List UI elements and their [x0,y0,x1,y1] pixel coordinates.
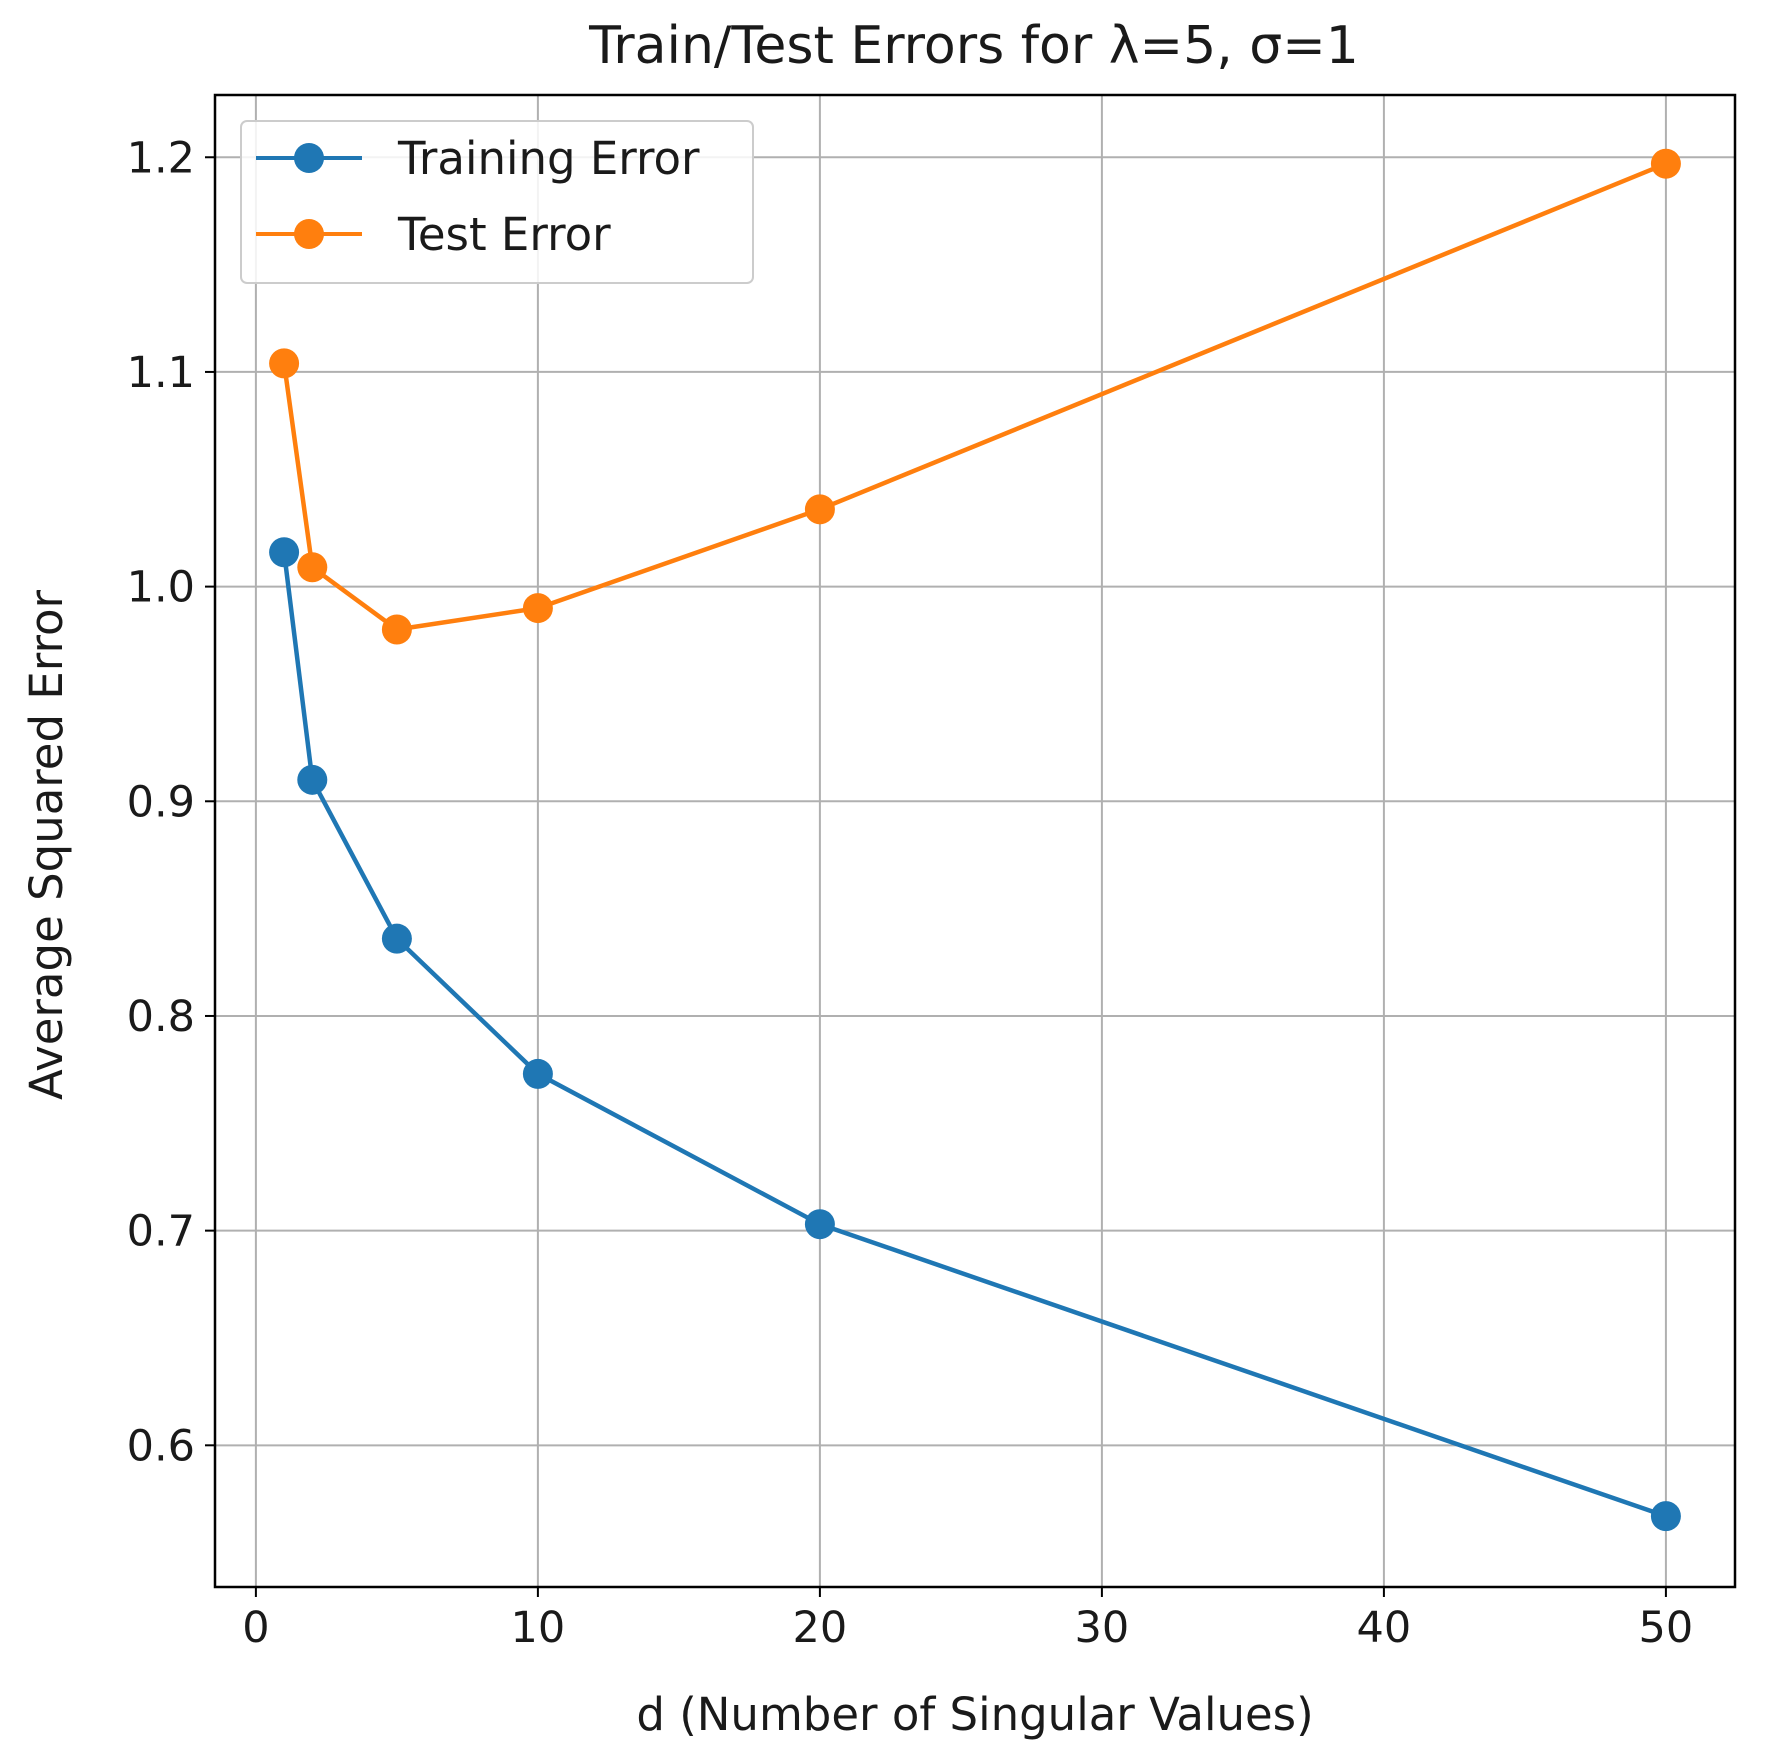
series-test-error [269,148,1681,645]
y-axis-label: Average Squared Error [20,589,73,1100]
legend-marker-training [294,143,324,173]
series-line-training-error [281,552,1667,1519]
y-tick-label: 0.9 [127,777,195,827]
x-tick-label: 10 [511,1603,566,1653]
data-point-training-error [1650,1501,1681,1532]
legend-label-training: Training Error [397,132,700,185]
data-point-test-error [269,348,300,379]
series-layer [269,148,1681,1532]
x-axis-ticks: 0 10 20 30 40 50 [242,1587,1693,1653]
data-point-test-error [297,552,328,583]
y-tick-label: 0.6 [127,1421,195,1471]
y-tick-label: 0.8 [127,992,195,1042]
legend-box [240,120,754,284]
data-point-test-error [804,494,835,525]
data-point-training-error [381,923,412,954]
data-point-training-error [297,764,328,795]
y-tick-label: 0.7 [127,1207,195,1257]
x-tick-label: 0 [242,1603,269,1653]
y-tick-label: 1.1 [127,348,195,398]
x-tick-label: 30 [1075,1603,1130,1653]
data-point-training-error [269,537,300,568]
series-line-test-error [281,161,1667,632]
y-tick-label: 1.2 [127,133,195,183]
x-axis-label: d (Number of Singular Values) [636,1688,1313,1741]
data-point-test-error [522,593,553,624]
y-tick-label: 1.0 [127,563,195,613]
y-axis-ticks: 0.6 0.7 0.8 0.9 1.0 1.1 1.2 [127,133,215,1471]
legend: Training Error Test Error [240,120,754,284]
legend-marker-test [294,219,324,249]
grid-lines [215,95,1735,1587]
x-tick-label: 50 [1639,1603,1694,1653]
data-point-training-error [804,1209,835,1240]
x-tick-label: 40 [1357,1603,1412,1653]
plot-frame [213,93,1737,1589]
series-training-error [269,537,1681,1532]
legend-label-test: Test Error [397,208,611,261]
chart-title: Train/Test Errors for λ=5, σ=1 [588,16,1359,76]
x-tick-label: 20 [793,1603,848,1653]
data-point-training-error [522,1058,553,1089]
data-point-test-error [1650,148,1681,179]
data-point-test-error [381,614,412,645]
